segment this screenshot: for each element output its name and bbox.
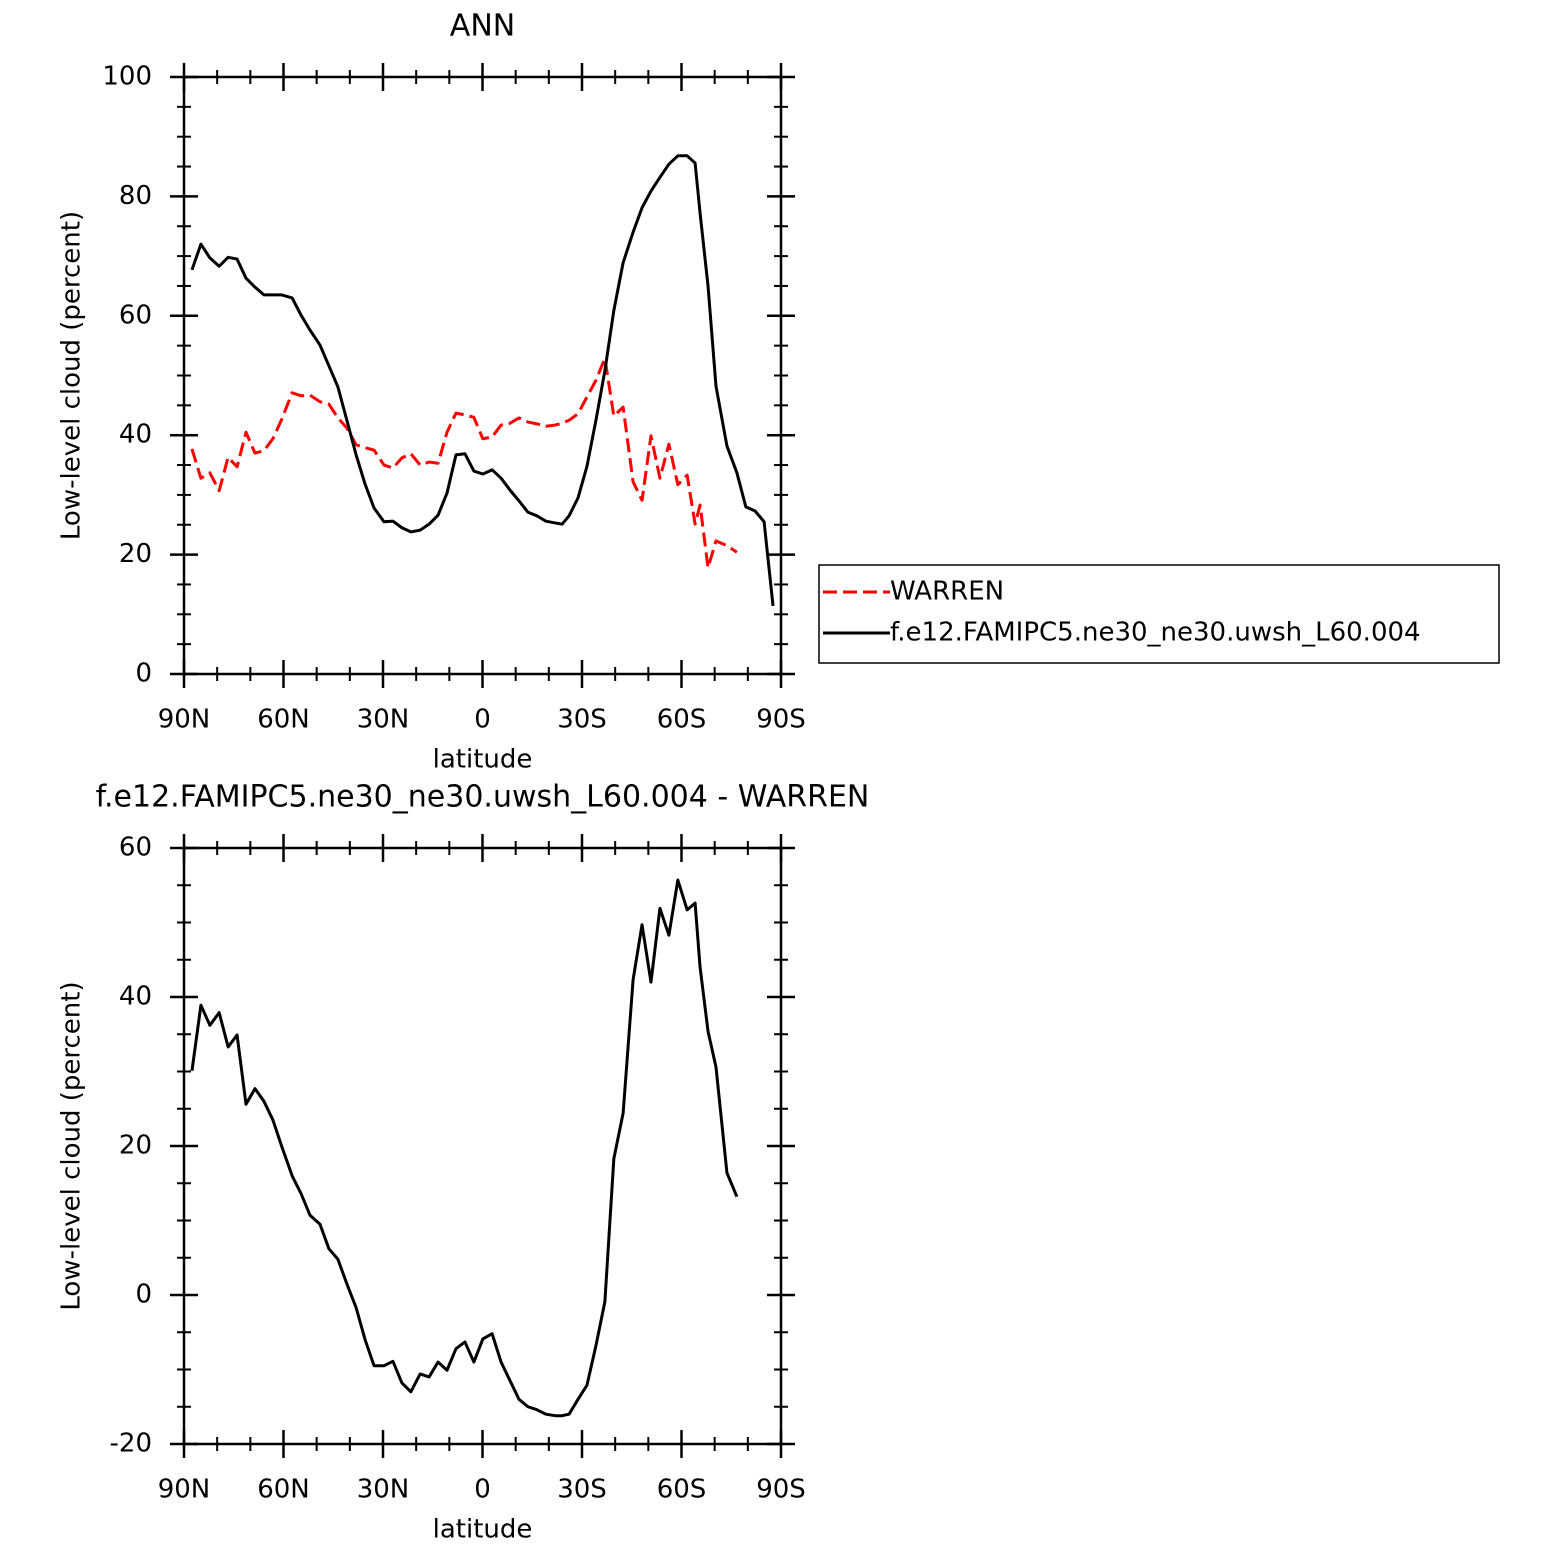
legend-box (818, 564, 1500, 664)
x-tick-label: 60N (257, 705, 310, 735)
legend-label: f.e12.FAMIPC5.ne30_ne30.uwsh_L60.004 (890, 618, 1421, 648)
y-tick-label: 40 (119, 420, 152, 450)
x-tick-label: 90N (158, 1475, 211, 1505)
x-tick-label: 60S (657, 1475, 707, 1505)
y-tick-label: 20 (119, 1131, 152, 1161)
y-tick-label: 40 (119, 982, 152, 1012)
data-line (190, 878, 739, 1418)
chart-title: f.e12.FAMIPC5.ne30_ne30.uwsh_L60.004 - W… (96, 780, 870, 815)
y-tick-label: 0 (135, 659, 152, 689)
plot-frame (182, 846, 783, 1446)
x-tick-label: 90S (756, 1475, 806, 1505)
y-tick-label: -20 (110, 1429, 152, 1459)
x-tick-label: 30N (357, 705, 410, 735)
data-line (190, 154, 775, 607)
legend-label: WARREN (890, 577, 1004, 607)
x-tick-label: 0 (474, 705, 491, 735)
x-axis-label: latitude (433, 1515, 533, 1545)
x-tick-label: 30S (557, 1475, 607, 1505)
y-tick-label: 100 (102, 62, 152, 92)
y-tick-label: 20 (119, 539, 152, 569)
x-tick-label: 90N (158, 705, 211, 735)
x-tick-label: 90S (756, 705, 806, 735)
data-line (190, 356, 738, 570)
x-tick-label: 60S (657, 705, 707, 735)
x-axis-label: latitude (433, 745, 533, 775)
y-axis-label: Low-level cloud (percent) (57, 211, 87, 540)
x-tick-label: 30N (357, 1475, 410, 1505)
y-tick-label: 60 (119, 300, 152, 330)
x-tick-label: 0 (474, 1475, 491, 1505)
y-tick-label: 60 (119, 833, 152, 863)
y-tick-label: 80 (119, 181, 152, 211)
y-tick-label: 0 (135, 1280, 152, 1310)
x-tick-label: 60N (257, 1475, 310, 1505)
plot-frame (182, 75, 783, 676)
chart-title: ANN (450, 9, 515, 44)
x-tick-label: 30S (557, 705, 607, 735)
y-axis-label: Low-level cloud (percent) (57, 981, 87, 1310)
